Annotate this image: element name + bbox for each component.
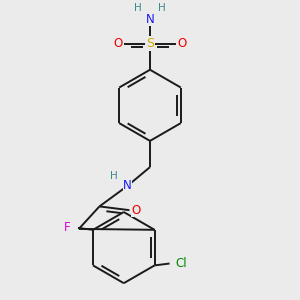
Text: H: H — [110, 172, 117, 182]
Text: O: O — [113, 37, 122, 50]
Text: H: H — [134, 3, 142, 13]
Text: F: F — [64, 221, 70, 235]
Text: H: H — [158, 3, 166, 13]
Text: O: O — [132, 204, 141, 217]
Text: O: O — [178, 37, 187, 50]
Text: S: S — [146, 37, 154, 50]
Text: N: N — [123, 179, 132, 192]
Text: Cl: Cl — [175, 257, 187, 270]
Text: N: N — [146, 13, 154, 26]
